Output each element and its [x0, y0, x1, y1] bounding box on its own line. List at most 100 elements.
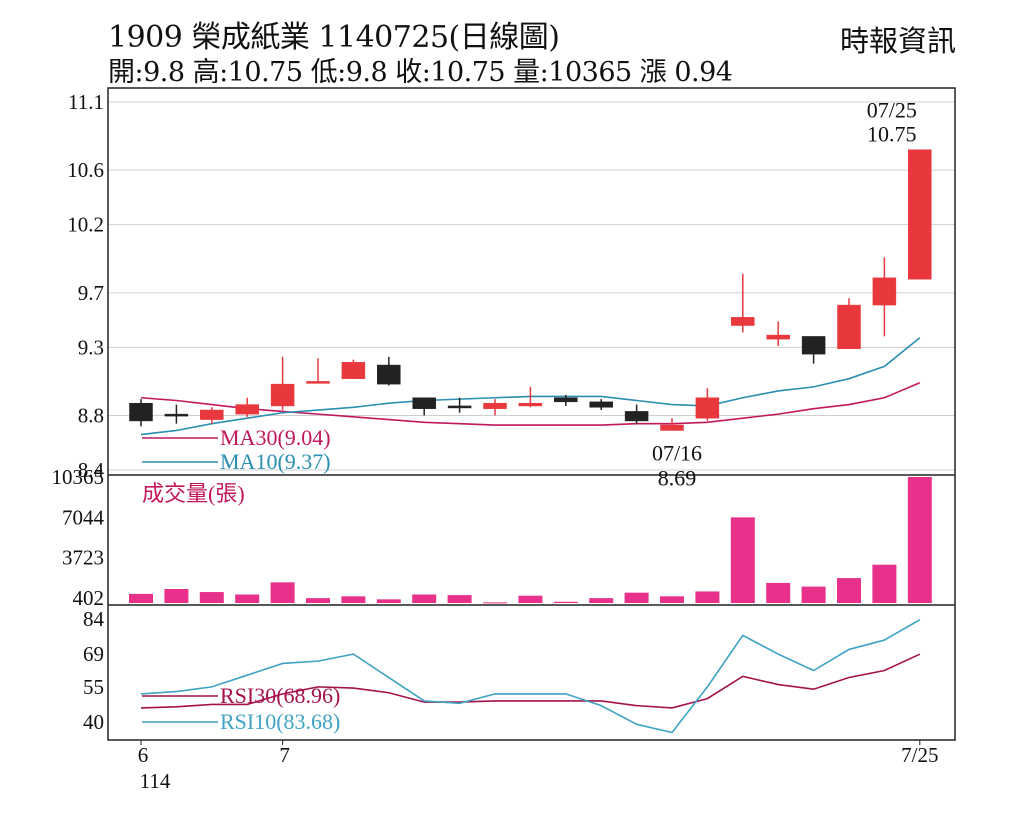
volume-label: 成交量(張)	[142, 481, 245, 506]
volume-bar	[695, 591, 720, 603]
volume-y-tick: 7044	[62, 505, 105, 529]
price-y-tick: 10.2	[67, 213, 104, 237]
candle-body	[731, 317, 755, 326]
x-tick-label: 7/25	[901, 743, 938, 767]
candle-body	[624, 411, 649, 422]
candle-body	[837, 304, 861, 349]
candle-body	[341, 362, 366, 379]
candlestick	[518, 386, 543, 408]
volume-y-axis: 10365 7044 3723 402	[52, 465, 105, 610]
candlestick	[306, 358, 330, 384]
candle-body	[518, 402, 543, 407]
volume-bar	[270, 582, 295, 603]
chart-title: 1909 榮成紙業 1140725(日線圖)	[108, 20, 560, 55]
candlestick	[377, 356, 401, 386]
candlestick	[164, 404, 189, 424]
candlestick	[908, 149, 932, 280]
volume-bar	[589, 598, 614, 603]
candlestick	[801, 336, 826, 364]
high-annotation-date: 07/25	[867, 98, 917, 123]
rsi-y-tick: 40	[83, 710, 104, 734]
candlestick	[554, 395, 578, 406]
x-tick-label: 6	[138, 743, 149, 767]
volume-bar	[447, 595, 472, 603]
volume-bar	[164, 589, 189, 603]
price-y-tick: 11.1	[68, 90, 104, 114]
ma30-legend-label: MA30(9.04)	[220, 425, 331, 450]
price-legend: MA30(9.04) MA10(9.37)	[142, 425, 331, 474]
candle-body	[695, 397, 720, 419]
x-tick-label: 7	[279, 743, 290, 767]
candlestick	[837, 298, 861, 349]
candle-body	[377, 364, 401, 385]
candlestick	[731, 273, 755, 333]
volume-bar	[518, 595, 543, 603]
rsi10-line	[140, 619, 921, 734]
low-annotation-date: 07/16	[652, 440, 702, 465]
price-y-tick: 8.4	[78, 458, 105, 482]
volume-y-tick: 402	[73, 586, 105, 610]
price-y-tick: 8.8	[78, 403, 104, 427]
candle-body	[483, 402, 507, 409]
chart-border	[107, 87, 956, 741]
candlestick	[129, 399, 153, 427]
candlestick	[447, 397, 472, 413]
candlestick	[589, 399, 613, 411]
candlesticks	[129, 149, 932, 431]
ma10-legend-label: MA10(9.37)	[220, 449, 331, 474]
candlestick	[872, 257, 897, 337]
volume-bar	[624, 592, 649, 603]
candle-body	[447, 405, 472, 409]
candle-body	[660, 424, 684, 431]
volume-bar	[483, 602, 507, 604]
candle-body	[129, 402, 153, 422]
rsi30-legend-label: RSI30(68.96)	[220, 683, 340, 708]
candle-body	[801, 336, 826, 355]
price-annotations: 07/16 8.69 07/25 10.75	[652, 98, 917, 491]
candle-body	[872, 277, 897, 306]
rsi10-legend-label: RSI10(83.68)	[220, 709, 340, 734]
volume-bar	[376, 599, 401, 603]
candlestick	[270, 356, 295, 411]
candlestick	[235, 397, 259, 417]
candle-body	[306, 381, 330, 384]
volume-bar	[907, 477, 932, 603]
x-year-label: 114	[140, 769, 171, 793]
price-y-tick: 10.6	[67, 158, 104, 182]
candlestick	[483, 399, 507, 416]
candle-body	[908, 149, 932, 280]
volume-bar	[306, 598, 330, 603]
candle-body	[412, 397, 436, 409]
candlestick	[695, 388, 720, 421]
candle-body	[200, 409, 224, 420]
candlestick	[341, 359, 366, 379]
volume-bar	[412, 594, 437, 603]
ma30-line	[140, 382, 921, 426]
price-y-tick: 9.7	[78, 281, 104, 305]
candlestick	[766, 321, 790, 346]
candle-body	[766, 334, 790, 340]
candlestick	[200, 407, 224, 424]
volume-y-tick: 3723	[62, 546, 104, 570]
candlestick	[660, 418, 684, 431]
price-y-axis: 11.1 10.6 10.2 9.7 9.3 8.8 8.4	[67, 90, 104, 482]
rsi-y-tick: 84	[83, 607, 105, 631]
candlestick	[412, 397, 436, 416]
candle-body	[589, 401, 613, 408]
rsi-lines	[140, 619, 921, 734]
volume-bar	[837, 578, 861, 603]
volume-bar	[341, 596, 366, 603]
volume-y-tick: 10365	[52, 465, 105, 489]
rsi-legend: RSI30(68.96) RSI10(83.68)	[142, 683, 340, 734]
candle-body	[235, 404, 259, 415]
low-annotation-value: 8.69	[658, 465, 697, 490]
candle-body	[164, 413, 189, 417]
data-source-label: 時報資訊	[839, 24, 956, 58]
volume-bars	[129, 477, 932, 604]
volume-bar	[801, 586, 826, 603]
volume-bar	[553, 601, 578, 603]
price-y-tick: 9.3	[78, 335, 104, 359]
volume-bar	[129, 593, 153, 603]
volume-bar	[199, 592, 224, 603]
